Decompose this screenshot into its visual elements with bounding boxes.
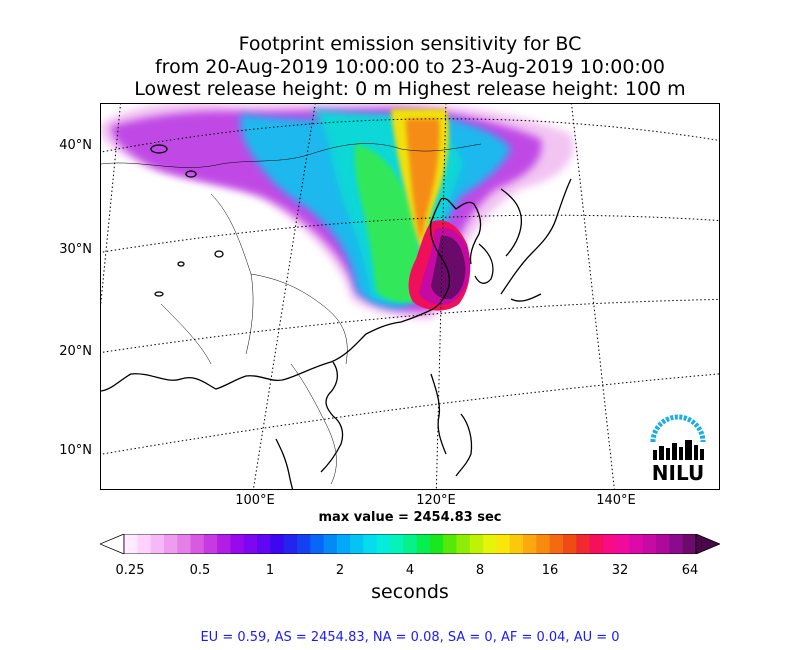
meridian-90e (101, 104, 122, 307)
map-canvas (101, 104, 719, 489)
colorbar-tick-label: 1 (265, 563, 275, 578)
colorbar-segment (390, 534, 404, 554)
lat-label-40n: 40°N (59, 138, 92, 153)
max-value-label: max value = 2454.83 sec (318, 510, 502, 525)
colorbar-segment (589, 534, 604, 554)
nilu-logo: NILU (645, 412, 711, 485)
meridian-140e (571, 104, 615, 489)
colorbar-segment (163, 534, 178, 554)
colorbar-tick-label: 0.5 (189, 563, 211, 578)
colorbar-segment (150, 534, 165, 554)
colorbar-tick-label: 32 (611, 563, 629, 578)
colorbar-tick-label: 8 (475, 563, 485, 578)
lat-label-20n: 20°N (59, 344, 92, 359)
meridian-100e (252, 104, 316, 489)
colorbar-segment (190, 534, 205, 554)
parallel-10n (101, 373, 719, 455)
lon-label-120e: 120°E (416, 493, 456, 508)
map-panel (100, 103, 720, 490)
colorbar-outline (123, 534, 697, 554)
plume-peak (431, 235, 466, 300)
colorbar-segment (376, 534, 391, 554)
lakes (150, 144, 224, 297)
colorbar-segment (429, 534, 444, 554)
colorbar-segment (642, 534, 657, 554)
colorbar-over-arrow (695, 534, 720, 554)
lon-label-140e: 140°E (596, 493, 636, 508)
colorbar-segment (363, 534, 378, 554)
title-line-3: Lowest release height: 0 m Highest relea… (134, 78, 686, 100)
colorbar-segment (177, 534, 192, 554)
colorbar-unit-label: seconds (371, 581, 449, 603)
colorbar-segment (562, 534, 577, 554)
colorbar-tick-label: 64 (681, 563, 699, 578)
colorbar-segment (629, 534, 644, 554)
colorbar-segment (496, 534, 511, 554)
colorbar-segment (523, 534, 537, 554)
title-line-1: Footprint emission sensitivity for BC (238, 33, 582, 55)
colorbar-tick-label: 4 (405, 563, 415, 578)
colorbar-segment (509, 534, 524, 554)
colorbar-segment (682, 534, 697, 554)
colorbar-segment (310, 534, 325, 554)
lat-label-30n: 30°N (59, 242, 92, 257)
colorbar-segment (323, 534, 338, 554)
colorbar-segment (602, 534, 617, 554)
colorbar-segment (416, 534, 431, 554)
colorbar-segment (443, 534, 458, 554)
colorbar-tick-label: 0.25 (115, 563, 145, 578)
colorbar-segment (469, 534, 484, 554)
colorbar-segment (217, 534, 231, 554)
colorbar-segment (336, 534, 351, 554)
colorbar-under-arrow (100, 534, 125, 554)
colorbar-tick-label: 2 (335, 563, 345, 578)
colorbar-segment (137, 534, 152, 554)
region-stats: EU = 0.59, AS = 2454.83, NA = 0.08, SA =… (200, 630, 620, 645)
colorbar-segment (270, 534, 285, 554)
plume-green (354, 144, 421, 303)
logo-text: NILU (652, 461, 704, 484)
colorbar-segment (536, 534, 551, 554)
lat-label-10n: 10°N (59, 443, 92, 458)
colorbar-segment (124, 534, 138, 554)
colorbar-tick-label: 16 (541, 563, 559, 578)
colorbar-segment (456, 534, 471, 554)
country-borders (101, 143, 482, 485)
colorbar-segment (669, 534, 684, 554)
lon-label-100e: 100°E (235, 493, 275, 508)
coastlines (101, 178, 572, 489)
colorbar-segment (283, 534, 298, 554)
logo-arc (650, 414, 706, 443)
colorbar-segment (549, 534, 564, 554)
colorbar-segment (403, 534, 418, 554)
colorbar-segment (616, 534, 630, 554)
colorbar-segment (257, 534, 271, 554)
colorbar-segment (350, 534, 364, 554)
footprint-plume (101, 104, 574, 319)
title-line-2: from 20-Aug-2019 10:00:00 to 23-Aug-2019… (154, 56, 665, 78)
plume-orange (406, 119, 440, 242)
colorbar-segment (296, 534, 311, 554)
coastline-mainland (101, 198, 451, 392)
colorbar-segment (576, 534, 591, 554)
colorbar-segment (243, 534, 258, 554)
graticule (101, 104, 719, 489)
colorbar (100, 534, 720, 554)
colorbar-segment (230, 534, 245, 554)
colorbar-segment (483, 534, 497, 554)
colorbar-segment (656, 534, 670, 554)
colorbar-segment (203, 534, 218, 554)
logo-skyline (653, 440, 704, 460)
